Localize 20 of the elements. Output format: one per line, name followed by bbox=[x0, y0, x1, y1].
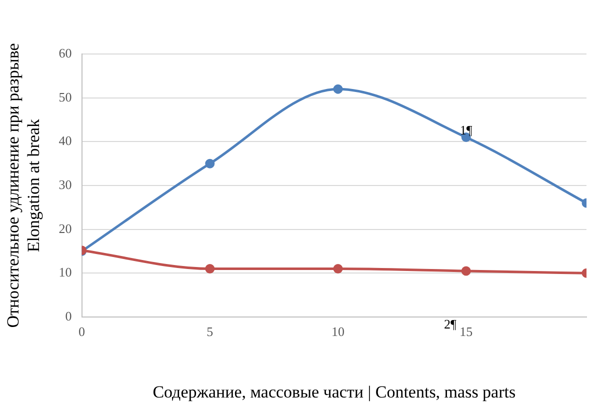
x-axis-title: Содержание, массовые части | Contents, mass parts bbox=[152, 382, 516, 402]
point bbox=[205, 264, 215, 274]
x-tick-label: 15 bbox=[460, 324, 473, 340]
x-tick-label: 5 bbox=[206, 324, 214, 340]
y-tick-label: 30 bbox=[58, 176, 72, 192]
y-tick-label: 0 bbox=[65, 308, 72, 324]
annotation: 2¶ bbox=[444, 316, 457, 332]
y-tick-label: 50 bbox=[58, 89, 72, 104]
point bbox=[461, 266, 471, 276]
point bbox=[205, 158, 215, 168]
annotation: 1¶ bbox=[460, 122, 472, 138]
x-tick-label: 10 bbox=[331, 324, 344, 340]
y-tick-label: 60 bbox=[58, 45, 72, 60]
point bbox=[333, 84, 343, 94]
y-tick-label: 20 bbox=[58, 220, 72, 236]
y-tick-label: 40 bbox=[58, 133, 72, 148]
point bbox=[333, 264, 343, 274]
y-tick-label: 10 bbox=[58, 264, 72, 280]
y-axis-title: Относительное удлинение при разрыве Elongation at break bbox=[4, 43, 44, 328]
x-tick-label: 0 bbox=[78, 324, 86, 340]
